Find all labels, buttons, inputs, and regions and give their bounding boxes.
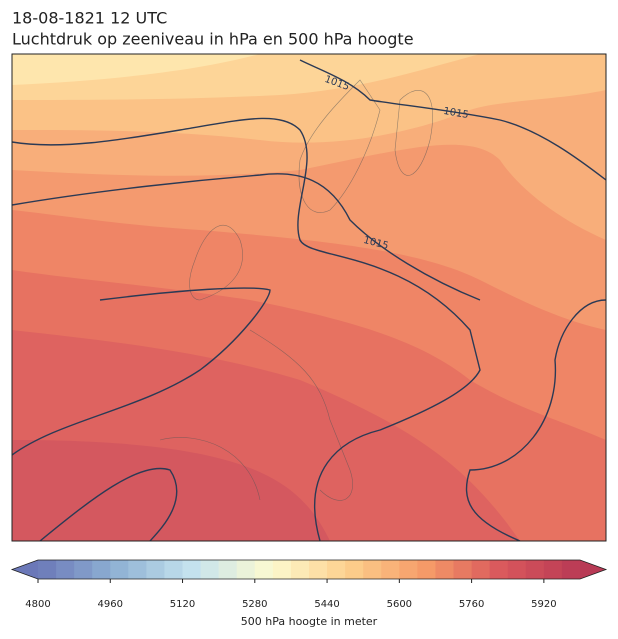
colorbar-bin bbox=[345, 560, 364, 579]
colorbar-bin bbox=[254, 560, 274, 579]
colorbar-bin bbox=[435, 560, 455, 579]
colorbar-bin bbox=[272, 560, 292, 579]
colorbar-bin bbox=[38, 560, 57, 579]
isobar bbox=[12, 287, 271, 456]
colorbar-frame bbox=[10, 559, 608, 580]
colorbar-bin bbox=[164, 560, 184, 579]
colorbar-bin bbox=[74, 560, 93, 579]
colorbar-bin bbox=[128, 560, 147, 579]
colorbar-bin bbox=[399, 560, 418, 579]
band bbox=[12, 54, 260, 85]
colorbar: 4800 4960 5120 5280 5440 5600 5760 5920 bbox=[10, 559, 608, 610]
colorbar-tick-label: 5920 bbox=[531, 599, 556, 610]
title: 18-08-1821 12 UTC bbox=[12, 9, 167, 28]
colorbar-tick-label: 5120 bbox=[170, 599, 195, 610]
isobar bbox=[299, 59, 606, 181]
colorbar-tick-label: 5600 bbox=[387, 599, 412, 610]
colorbar-bin bbox=[381, 560, 400, 579]
colorbar-bin bbox=[561, 560, 581, 579]
colorbar-tick-label: 5440 bbox=[314, 599, 339, 610]
colorbar-tick-label: 4800 bbox=[25, 599, 50, 610]
colorbar-bin bbox=[309, 560, 328, 579]
colorbar-tick-label: 5280 bbox=[242, 599, 267, 610]
colorbar-bin bbox=[56, 560, 75, 579]
colorbar-bin bbox=[471, 560, 491, 579]
colorbar-bin bbox=[236, 560, 256, 579]
isobar bbox=[39, 299, 606, 541]
colorbar-bin bbox=[507, 560, 527, 579]
colorbar-bin bbox=[146, 560, 165, 579]
map: 1015 1015 1015 bbox=[11, 53, 607, 542]
colorbar-bin bbox=[453, 560, 473, 579]
colorbar-label: 500 hPa hoogte in meter bbox=[241, 615, 378, 628]
colorbar-tick-label: 5760 bbox=[459, 599, 484, 610]
colorbar-bin bbox=[327, 560, 346, 579]
colorbar-bin bbox=[218, 560, 238, 579]
contour-label: 1015 bbox=[442, 106, 469, 121]
colorbar-bin bbox=[290, 560, 310, 579]
colorbar-bin bbox=[525, 560, 545, 579]
colorbar-bin bbox=[543, 560, 563, 579]
colorbar-bin bbox=[110, 560, 129, 579]
isobar bbox=[12, 173, 481, 301]
colorbar-extend-low bbox=[12, 560, 38, 579]
isobar bbox=[12, 117, 481, 541]
colorbar-extend-high bbox=[580, 560, 606, 579]
colorbar-bin bbox=[182, 560, 202, 579]
colorbar-bin bbox=[92, 560, 111, 579]
colorbar-bin bbox=[417, 560, 436, 579]
subtitle: Luchtdruk op zeeniveau in hPa en 500 hPa… bbox=[12, 30, 414, 49]
colorbar-bin bbox=[489, 560, 509, 579]
colorbar-tick-label: 4960 bbox=[98, 599, 123, 610]
colorbar-bin bbox=[363, 560, 382, 579]
map-frame bbox=[11, 53, 607, 542]
colorbar-bin bbox=[200, 560, 220, 579]
